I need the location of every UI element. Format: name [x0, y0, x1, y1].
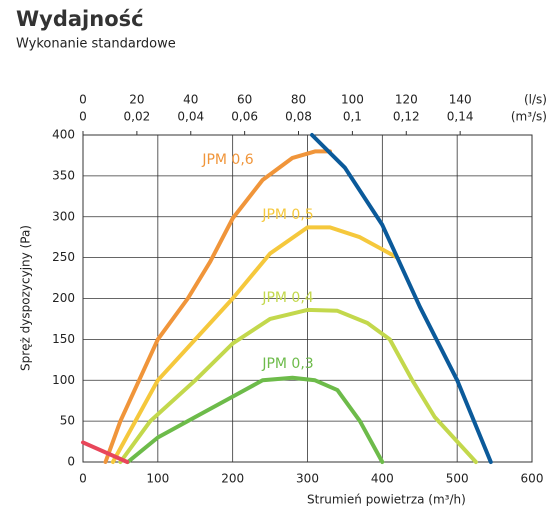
top-tick-label: 80: [291, 93, 306, 107]
y-tick-label: 50: [60, 414, 75, 428]
top-tick-label: 0,04: [177, 110, 204, 124]
curve-label: JPM 0,6: [201, 152, 253, 168]
y-tick-label: 350: [52, 168, 75, 182]
top-tick-label: 0,1: [343, 110, 362, 124]
top-tick-label: 100: [341, 93, 364, 107]
top-tick-label: 0,06: [231, 110, 258, 124]
chart-subtitle: Wykonanie standardowe: [16, 37, 176, 52]
top-tick-label: 140: [449, 93, 472, 107]
curve: [110, 225, 400, 464]
top-tick-label: 120: [395, 93, 418, 107]
x-tick-label: 100: [146, 472, 169, 486]
curve: [125, 375, 385, 464]
x-tick-label: 500: [446, 472, 469, 486]
curve-label: JPM 0,4: [261, 290, 313, 306]
x-axis-label: Strumień powietrza (m³/h): [307, 493, 466, 507]
y-tick-label: 200: [52, 291, 75, 305]
top-tick-label: 20: [129, 93, 144, 107]
curve: [310, 133, 493, 464]
plot-frame: [82, 134, 533, 463]
curve: [103, 149, 332, 464]
y-tick-label: 0: [67, 455, 75, 469]
x-tick-label: 400: [371, 472, 394, 486]
top-tick-label: 0: [79, 93, 87, 107]
x-tick-label: 200: [221, 472, 244, 486]
top-tick-label: 0,12: [393, 110, 420, 124]
top-tick-label: 0,14: [447, 110, 474, 124]
top-unit-m3s: (m³/s): [511, 110, 547, 124]
top-tick-label: 0: [79, 110, 87, 124]
curve: [118, 307, 478, 464]
top-tick-label: 0,08: [285, 110, 312, 124]
chart-title: Wydajność: [16, 7, 144, 31]
y-axis-label: Spręż dyspozycyjny (Pa): [19, 225, 33, 371]
x-tick-label: 0: [79, 472, 87, 486]
y-tick-label: 300: [52, 209, 75, 223]
top-tick-label: 40: [183, 93, 198, 107]
top-tick-label: 60: [237, 93, 252, 107]
top-unit-ls: (l/s): [524, 93, 547, 107]
curve: [81, 440, 130, 464]
x-tick-label: 600: [521, 472, 544, 486]
x-tick-label: 300: [296, 472, 319, 486]
curve-label: JPM 0,3: [261, 356, 313, 372]
y-tick-label: 150: [52, 332, 75, 346]
y-tick-label: 100: [52, 373, 75, 387]
y-tick-label: 250: [52, 250, 75, 264]
y-tick-label: 400: [52, 128, 75, 142]
top-tick-label: 0,02: [124, 110, 151, 124]
curve-label: JPM 0,5: [261, 207, 313, 223]
